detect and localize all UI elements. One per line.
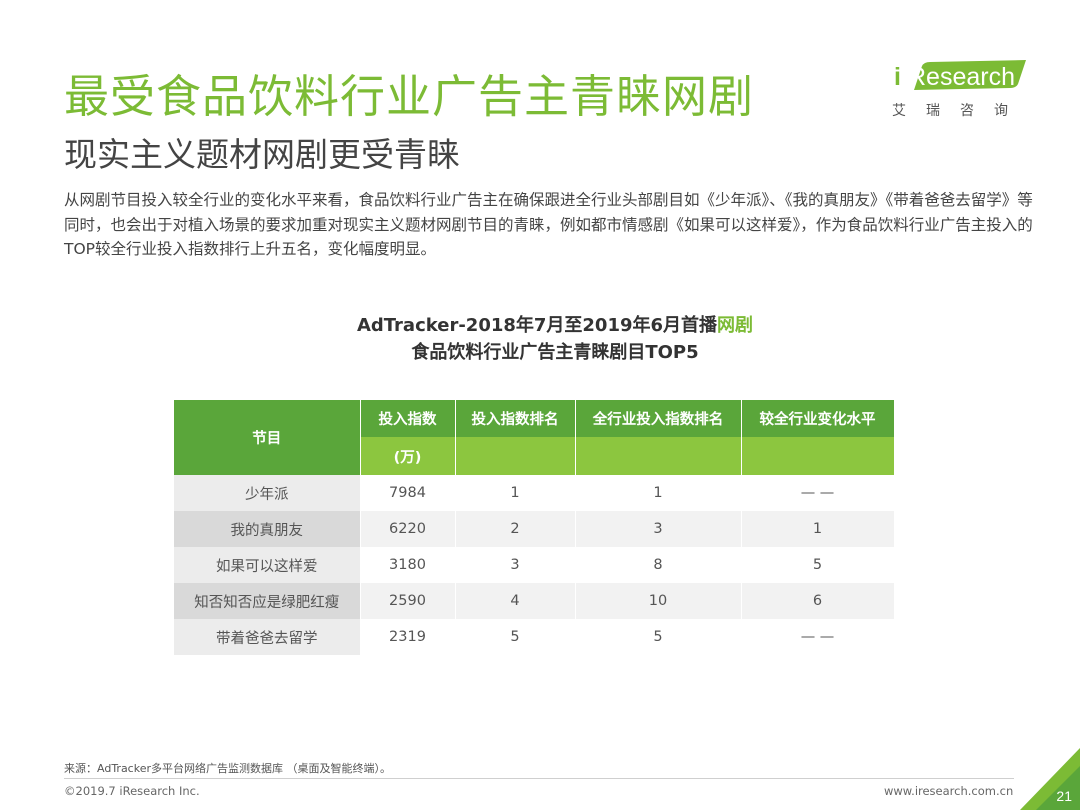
program-name: 知否知否应是绿肥红瘦 xyxy=(174,583,361,619)
table-title-highlight: 网剧 xyxy=(717,315,754,336)
change-level: 1 xyxy=(741,511,895,547)
program-name: 少年派 xyxy=(174,475,361,511)
logo-chinese-name: 艾瑞咨询 xyxy=(892,103,1028,119)
header-empty xyxy=(741,437,895,475)
program-name: 我的真朋友 xyxy=(174,511,361,547)
industry-rank: 10 xyxy=(575,583,742,619)
table-row: 我的真朋友 6220 2 3 1 xyxy=(174,511,895,547)
header-investment-index: 投入指数 xyxy=(360,400,456,437)
logo-text: Research xyxy=(908,63,1015,91)
change-level: 6 xyxy=(741,583,895,619)
table-row: 知否知否应是绿肥红瘦 2590 4 10 6 xyxy=(174,583,895,619)
table-title: AdTracker-2018年7月至2019年6月首播网剧 食品饮料行业广告主青… xyxy=(270,312,840,366)
header-index-rank: 投入指数排名 xyxy=(455,400,576,437)
change-level: 5 xyxy=(741,547,895,583)
website-link[interactable]: www.iresearch.com.cn xyxy=(884,784,1014,798)
table-row: 带着爸爸去留学 2319 5 5 — — xyxy=(174,619,895,655)
header-industry-rank: 全行业投入指数排名 xyxy=(575,400,742,437)
page-number: 21 xyxy=(1056,788,1072,804)
logo-swoosh-icon xyxy=(914,60,1026,90)
industry-rank: 5 xyxy=(575,619,742,655)
iresearch-logo: i Research 艾瑞咨询 xyxy=(886,60,1036,122)
index-rank: 3 xyxy=(455,547,576,583)
top5-table: 节目 投入指数 投入指数排名 全行业投入指数排名 较全行业变化水平 (万) 少年… xyxy=(174,400,895,655)
index-rank: 5 xyxy=(455,619,576,655)
investment-index: 2590 xyxy=(360,583,456,619)
table-row: 如果可以这样爱 3180 3 8 5 xyxy=(174,547,895,583)
page-title: 最受食品饮料行业广告主青睐网剧 xyxy=(64,70,755,123)
change-level: — — xyxy=(741,619,895,655)
header-unit: (万) xyxy=(360,437,456,475)
header-change-level: 较全行业变化水平 xyxy=(741,400,895,437)
industry-rank: 8 xyxy=(575,547,742,583)
investment-index: 6220 xyxy=(360,511,456,547)
investment-index: 2319 xyxy=(360,619,456,655)
header-program: 节目 xyxy=(174,400,361,475)
industry-rank: 3 xyxy=(575,511,742,547)
industry-rank: 1 xyxy=(575,475,742,511)
table-title-line2: 食品饮料行业广告主青睐剧目TOP5 xyxy=(411,342,699,363)
logo-wordmark: i Research xyxy=(886,60,1026,94)
program-name: 带着爸爸去留学 xyxy=(174,619,361,655)
description-paragraph: 从网剧节目投入较全行业的变化水平来看，食品饮料行业广告主在确保跟进全行业头部剧目… xyxy=(64,191,1033,258)
source-note: 来源：AdTracker多平台网络广告监测数据库 （桌面及智能终端）。 xyxy=(64,762,391,775)
index-rank: 1 xyxy=(455,475,576,511)
corner-decoration-icon xyxy=(1020,748,1080,810)
header-empty xyxy=(575,437,742,475)
index-rank: 4 xyxy=(455,583,576,619)
investment-index: 7984 xyxy=(360,475,456,511)
page-subtitle: 现实主义题材网剧更受青睐 xyxy=(64,135,460,174)
table-row: 少年派 7984 1 1 — — xyxy=(174,475,895,511)
logo-i: i xyxy=(894,63,901,91)
table-title-prefix: AdTracker-2018年7月至2019年6月首播 xyxy=(356,315,718,336)
header-empty xyxy=(455,437,576,475)
copyright: ©2019.7 iResearch Inc. xyxy=(64,784,200,798)
footer-divider xyxy=(64,778,1014,779)
index-rank: 2 xyxy=(455,511,576,547)
program-name: 如果可以这样爱 xyxy=(174,547,361,583)
investment-index: 3180 xyxy=(360,547,456,583)
change-level: — — xyxy=(741,475,895,511)
table-title-line1: AdTracker-2018年7月至2019年6月首播网剧 xyxy=(270,312,840,339)
